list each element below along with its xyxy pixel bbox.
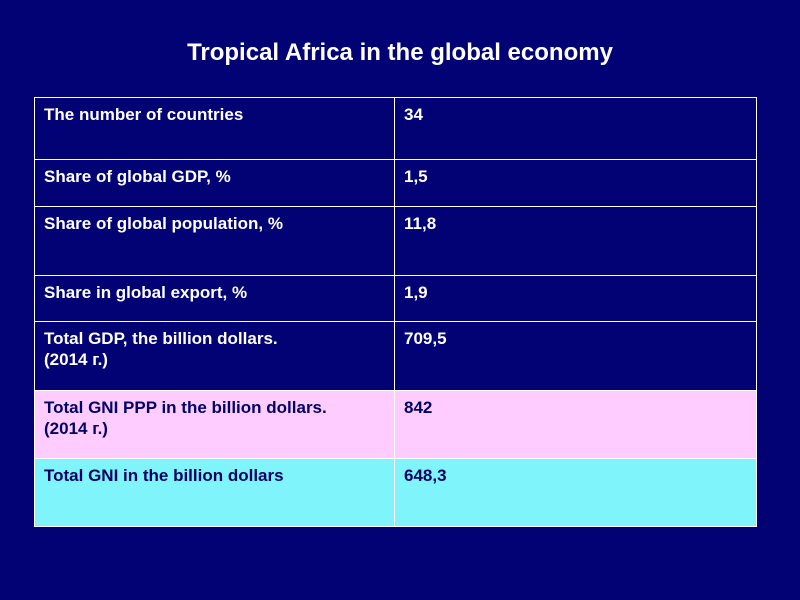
row-label: Total GDP, the billion dollars. (2014 г.… <box>34 321 395 391</box>
row-value: 842 <box>394 390 757 459</box>
row-label: Share of global GDP, % <box>34 159 395 207</box>
row-value: 709,5 <box>394 321 757 391</box>
row-value: 11,8 <box>394 206 757 276</box>
table-row: Share in global export, % 1,9 <box>34 275 757 322</box>
table-row: Share of global GDP, % 1,5 <box>34 159 757 207</box>
table-row-highlighted-pink: Total GNI PPP in the billion dollars. (2… <box>34 390 757 459</box>
row-value: 648,3 <box>394 458 757 527</box>
row-value: 1,5 <box>394 159 757 207</box>
economy-table: The number of countries 34 Share of glob… <box>34 97 757 527</box>
row-label: Total GNI PPP in the billion dollars. (2… <box>34 390 395 459</box>
row-label: Share of global population, % <box>34 206 395 276</box>
slide-title: Tropical Africa in the global economy <box>187 39 613 66</box>
row-label: Total GNI in the billion dollars <box>34 458 395 527</box>
table-row-highlighted-cyan: Total GNI in the billion dollars 648,3 <box>34 458 757 527</box>
table-row: The number of countries 34 <box>34 97 757 160</box>
table-row: Total GDP, the billion dollars. (2014 г.… <box>34 321 757 391</box>
row-value: 1,9 <box>394 275 757 322</box>
row-label: Share in global export, % <box>34 275 395 322</box>
table-row: Share of global population, % 11,8 <box>34 206 757 276</box>
row-value: 34 <box>394 97 757 160</box>
row-label: The number of countries <box>34 97 395 160</box>
